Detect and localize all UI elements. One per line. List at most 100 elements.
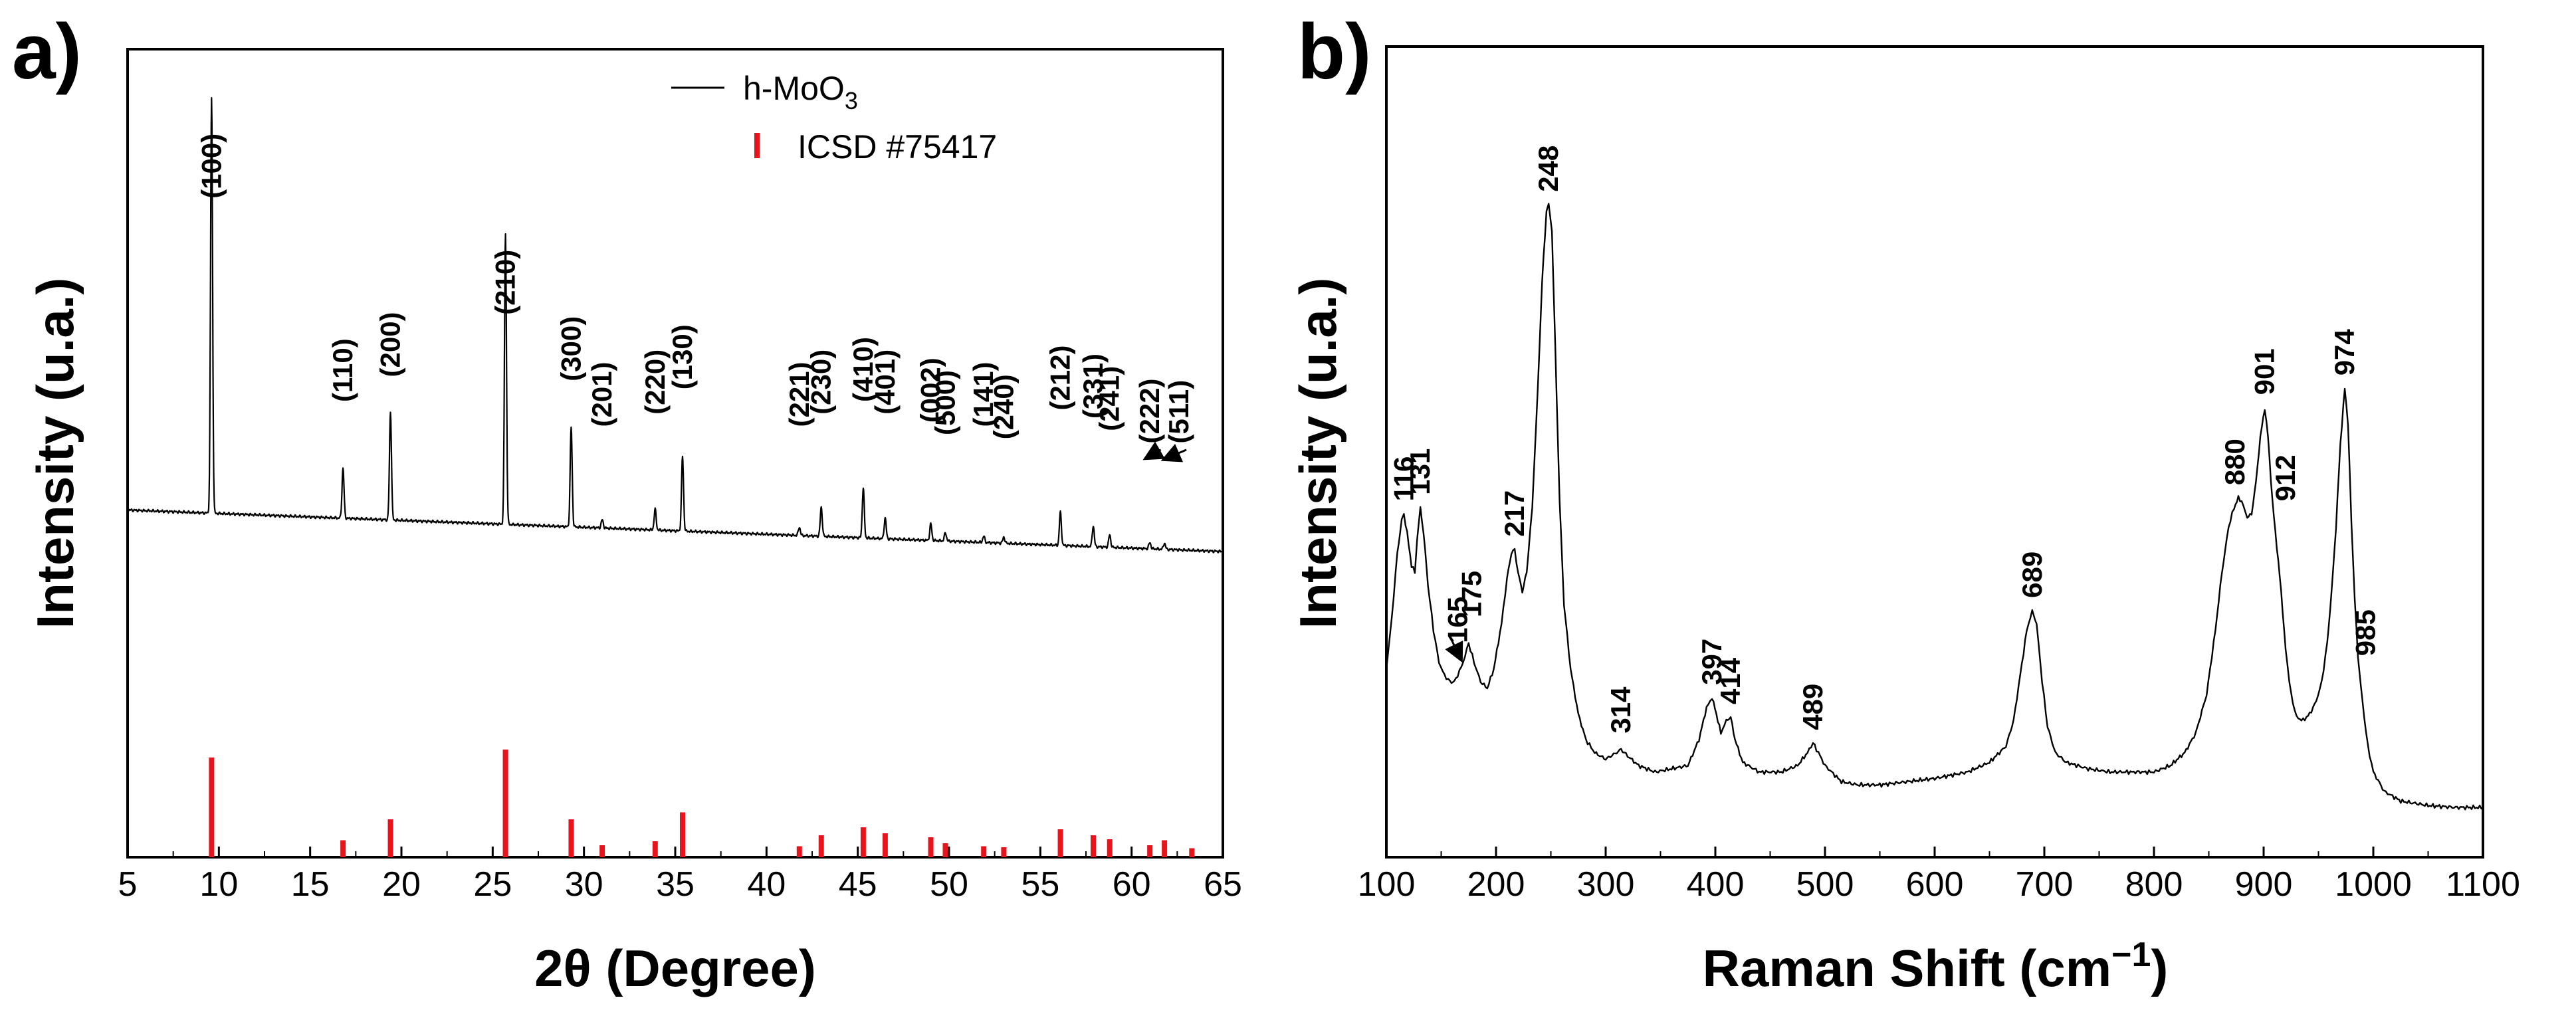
x-tick-label-a: 40 [747,865,786,904]
legend-entry-h-moo3: h-MoO3 [743,70,858,114]
peak-label-a: (130) [667,324,698,389]
icsd-stick [568,819,574,857]
peak-label-b: 974 [2329,329,2360,376]
peak-label-b: 397 [1696,639,1727,685]
x-tick-label-b: 700 [2016,865,2074,904]
panel-a-label: a) [12,8,82,96]
icsd-stick [502,750,508,857]
icsd-stick [679,812,685,857]
x-tick-label-b: 300 [1577,865,1635,904]
icsd-stick [340,840,346,857]
peak-labels-group-a: (100) (110) (200) (210) (300)(201) (220)(130)… [195,134,1194,444]
peak-label-b: 314 [1605,686,1636,734]
peak-label-b: 116 [1388,457,1419,502]
x-tick-label-a: 55 [1021,865,1059,904]
arrows-group-b [1445,636,1463,663]
peak-label-a: (401) [869,350,901,415]
x-tick-label-b: 800 [2125,865,2183,904]
icsd-stick [1001,847,1007,857]
peak-label-a: (110) [327,338,358,402]
x-tick-label-a: 35 [656,865,695,904]
y-axis-title-a: Intensity (u.a.) [26,278,84,629]
peak-label-b: 217 [1499,490,1530,537]
icsd-stick [387,819,393,857]
x-tick-label-a: 60 [1113,865,1151,904]
icsd-stick [209,758,215,857]
peak-label-a: (002) [915,357,946,423]
legend-bar-swatch [754,133,760,158]
icsd-stick [981,846,987,857]
x-tick-label-b: 100 [1358,865,1416,904]
peak-label-b: 248 [1533,146,1564,192]
x-tick-label-a: 15 [291,865,330,904]
peak-label-a: (511) [1163,380,1194,444]
raman-chart-svg: b) 100 200 300 400 500 600 700 800 900 1000 1100 1… [1289,8,2520,997]
peak-label-a: (220) [639,350,671,415]
icsd-stick [1057,829,1063,857]
x-tick-label-a: 10 [199,865,238,904]
icsd-stick [942,843,948,857]
peak-label-a: (221) [784,361,815,427]
peak-label-a: (300) [555,316,586,381]
peak-label-b: 912 [2270,455,2301,501]
peak-label-a: (410) [847,337,879,402]
x-tick-label-b: 1000 [2335,865,2412,904]
peak-label-b: 880 [2219,439,2250,485]
peak-label-a: (241) [1094,366,1125,431]
xrd-chart-svg: a) 5 10 15 20 25 30 35 40 45 50 55 60 65 (100)(110)(… [12,8,1242,997]
plot-frame-a [126,48,1224,859]
peak-label-a: (212) [1045,345,1076,410]
xrd-pattern-group [126,97,1224,554]
icsd-stick [599,845,605,857]
peak-label-a: (210) [490,250,521,315]
pointer-arrow-b [1445,636,1463,663]
icsd-stick [1189,848,1195,857]
peak-label-a: (100) [195,134,227,199]
x-tick-label-a: 5 [118,865,138,904]
icsd-stick [818,835,824,857]
icsd-stick [1147,845,1153,857]
peak-label-b: 175 [1456,571,1487,617]
pointer-arrow-a [1160,443,1187,462]
peak-label-a: (222) [1134,378,1165,443]
icsd-stick [796,846,802,857]
x-tick-label-a: 25 [473,865,512,904]
peak-label-a: (141) [968,361,999,427]
peak-label-a: (201) [586,361,617,427]
panel-b-raman-chart: b) 100 200 300 400 500 600 700 800 900 1000 1100 1… [1288,0,2576,1018]
peak-label-b: 131 [1404,449,1436,495]
xrd-pattern-line [126,97,1224,554]
peak-label-a: (500) [930,370,961,435]
x-tick-label-b: 500 [1796,865,1854,904]
x-axis-title-a: 2θ (Degree) [534,939,816,997]
x-tick-label-a: 30 [565,865,603,904]
y-axis-title-b: Intensity (u.a.) [1289,278,1347,629]
panel-a-xrd-chart: a) 5 10 15 20 25 30 35 40 45 50 55 60 65 (100) (110)(… [12,8,1242,997]
x-tick-label-a: 50 [930,865,968,904]
peak-label-a: (240) [988,374,1019,439]
reference-sticks-group [209,750,1195,857]
x-tick-label-b: 400 [1687,865,1745,904]
peak-label-b: 165 [1442,597,1473,643]
peak-label-a: (230) [805,350,837,415]
icsd-stick [882,833,888,857]
panel-b-label: b) [1297,8,1371,96]
x-tick-label-a: 45 [839,865,877,904]
x-tick-label-a: 20 [382,865,421,904]
icsd-stick [652,841,658,857]
arrows-group-a [1142,441,1187,462]
raman-spectrum-group [1385,203,2484,811]
x-tick-label-b: 1100 [2446,865,2520,904]
x-tick-label-b: 200 [1467,865,1525,904]
peak-label-b: 489 [1797,684,1828,730]
icsd-stick [1090,835,1096,857]
pointer-arrow-a [1142,441,1165,460]
icsd-stick [928,837,934,857]
x-axis-title-b: Raman Shift (cm−1) [1703,936,2169,997]
legend: h-MoO3 ICSD #75417 [671,70,997,165]
peak-label-b: 901 [2249,348,2280,395]
x-tick-label-b: 900 [2235,865,2293,904]
icsd-stick [860,827,866,857]
peak-label-a: (331) [1077,354,1109,419]
